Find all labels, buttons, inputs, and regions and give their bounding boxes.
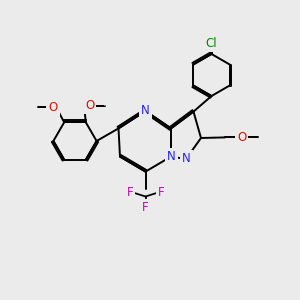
Text: F: F <box>158 186 164 200</box>
Text: N: N <box>141 104 150 118</box>
Text: N: N <box>182 152 190 166</box>
Text: N: N <box>167 150 176 163</box>
Text: methoxy: methoxy <box>104 105 110 106</box>
Text: Cl: Cl <box>206 37 217 50</box>
Text: F: F <box>127 186 133 200</box>
Text: O: O <box>49 101 58 114</box>
Text: F: F <box>142 201 149 214</box>
Text: O: O <box>85 99 94 112</box>
Text: O: O <box>237 131 246 144</box>
